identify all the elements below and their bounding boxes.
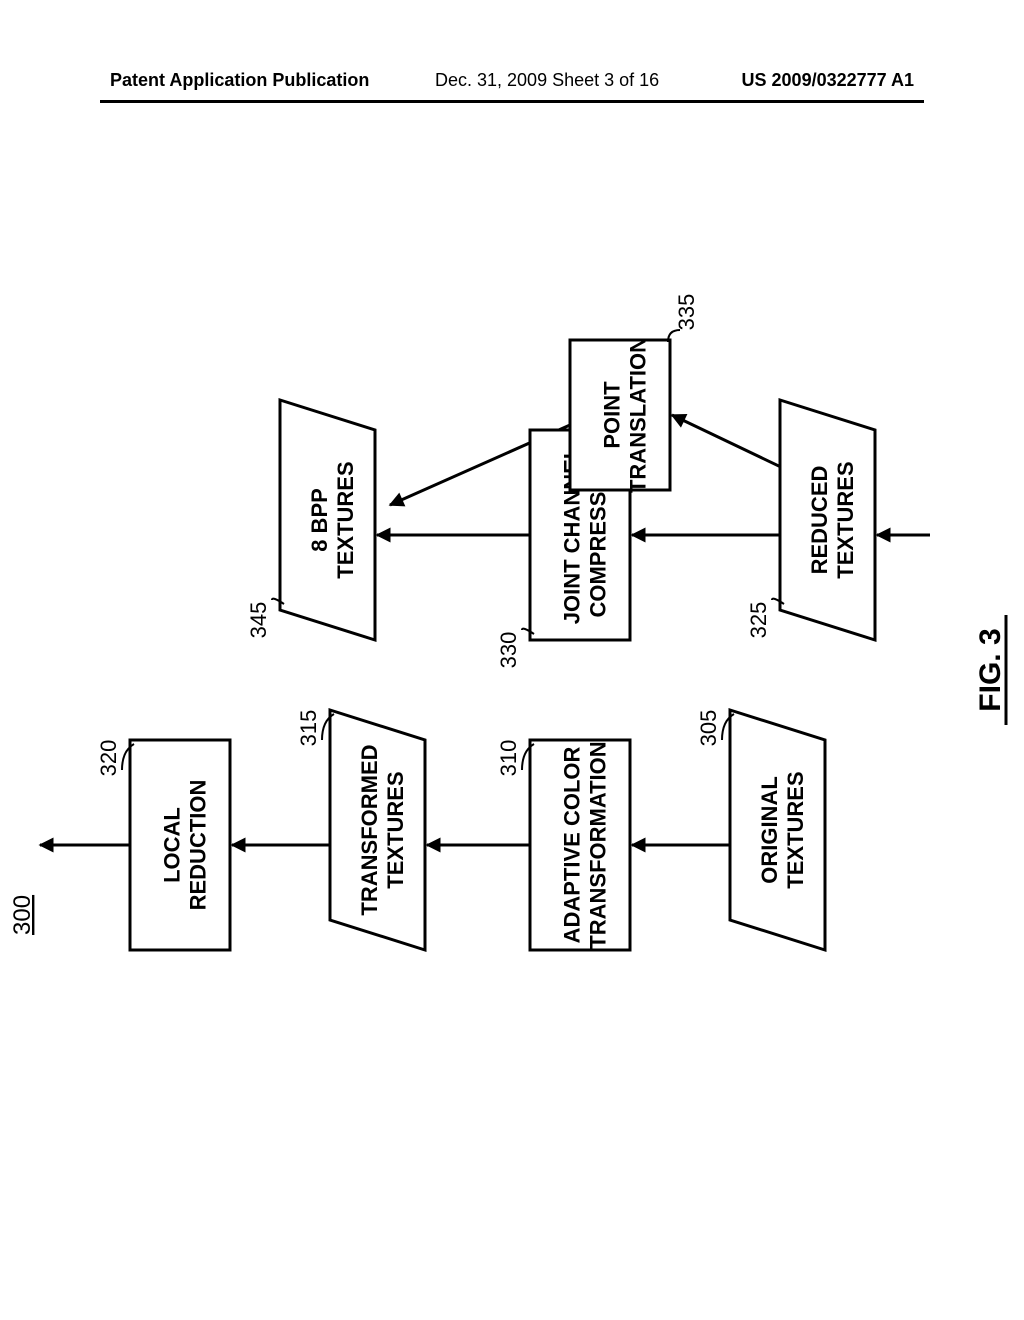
ref-345: 345: [246, 602, 271, 639]
node-label: TEXTURES: [333, 461, 358, 578]
node-label: ADAPTIVE COLOR: [559, 747, 584, 944]
ref-310: 310: [496, 740, 521, 777]
figure-area: 300ORIGINALTEXTURES305ADAPTIVE COLORTRAN…: [160, 140, 880, 1240]
node-label: 8 BPP: [307, 488, 332, 552]
node-n305: ORIGINALTEXTURES 305: [696, 710, 825, 950]
ref-335: 335: [674, 294, 699, 331]
node-n345: 8 BPPTEXTURES 345: [246, 400, 375, 640]
node-n325: REDUCEDTEXTURES 325: [746, 400, 875, 640]
page: Patent Application Publication Dec. 31, …: [0, 0, 1024, 1320]
header-publication: Patent Application Publication: [110, 70, 369, 91]
header-rule: [100, 100, 924, 103]
page-header: Patent Application Publication Dec. 31, …: [0, 70, 1024, 110]
node-label: REDUCED: [807, 466, 832, 575]
ref-325: 325: [746, 602, 771, 639]
node-label: TEXTURES: [383, 771, 408, 888]
flowchart-svg: 300ORIGINALTEXTURES305ADAPTIVE COLORTRAN…: [160, 140, 880, 1240]
header-patent-no: US 2009/0322777 A1: [742, 70, 914, 91]
figure-title: FIG. 3: [974, 628, 1007, 711]
node-n335: POINTTRANSLATION 335: [570, 294, 699, 493]
ref-320: 320: [96, 740, 121, 777]
node-label: TRANSFORMED: [357, 744, 382, 915]
node-label: LOCAL: [159, 807, 184, 883]
diagram-ref: 300: [9, 895, 36, 935]
node-label: REDUCTION: [185, 780, 210, 911]
ref-315: 315: [296, 710, 321, 747]
node-label: TRANSLATION: [625, 337, 650, 493]
node-label: TRANSFORMATION: [585, 741, 610, 948]
ref-305: 305: [696, 710, 721, 747]
ref-330: 330: [496, 632, 521, 669]
node-n315: TRANSFORMEDTEXTURES 315: [296, 710, 425, 950]
node-label: TEXTURES: [783, 771, 808, 888]
node-label: POINT: [599, 381, 624, 449]
node-label: ORIGINAL: [757, 776, 782, 884]
node-label: TEXTURES: [833, 461, 858, 578]
header-sheet-info: Dec. 31, 2009 Sheet 3 of 16: [435, 70, 659, 91]
